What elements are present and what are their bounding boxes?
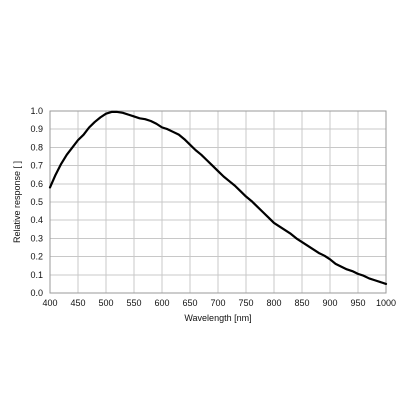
x-tick-label: 850 [294, 298, 309, 308]
x-tick-label: 800 [266, 298, 281, 308]
x-tick-label: 400 [42, 298, 57, 308]
y-tick-label: 0.1 [30, 270, 43, 280]
x-tick-label: 950 [350, 298, 365, 308]
y-tick-label: 0.5 [30, 197, 43, 207]
y-tick-label: 0.0 [30, 288, 43, 298]
x-tick-label: 550 [126, 298, 141, 308]
y-axis-label: Relative response [ ] [12, 161, 22, 243]
x-axis-label: Wavelength [nm] [184, 313, 251, 323]
y-tick-label: 1.0 [30, 106, 43, 116]
x-tick-label: 1000 [376, 298, 396, 308]
x-tick-label: 650 [182, 298, 197, 308]
y-tick-label: 0.8 [30, 142, 43, 152]
x-tick-label: 450 [70, 298, 85, 308]
x-tick-label: 700 [210, 298, 225, 308]
plot-area-frame [49, 110, 387, 294]
y-tick-label: 0.9 [30, 124, 43, 134]
x-tick-labels: 400 450 500 550 600 650 700 750 800 850 900 950 1000 [42, 298, 396, 308]
x-tick-label: 900 [322, 298, 337, 308]
x-tick-label: 500 [98, 298, 113, 308]
y-tick-label: 0.7 [30, 161, 43, 171]
x-tick-label: 750 [238, 298, 253, 308]
x-tick-label: 600 [154, 298, 169, 308]
y-tick-label: 0.3 [30, 233, 43, 243]
grid-lines [49, 110, 387, 294]
y-tick-labels: 0.0 0.1 0.2 0.3 0.4 0.5 0.6 0.7 0.8 0.9 1.0 [30, 106, 43, 298]
y-tick-label: 0.4 [30, 215, 43, 225]
y-tick-label: 0.6 [30, 179, 43, 189]
y-tick-label: 0.2 [30, 252, 43, 262]
response-curve-line [48, 110, 388, 285]
